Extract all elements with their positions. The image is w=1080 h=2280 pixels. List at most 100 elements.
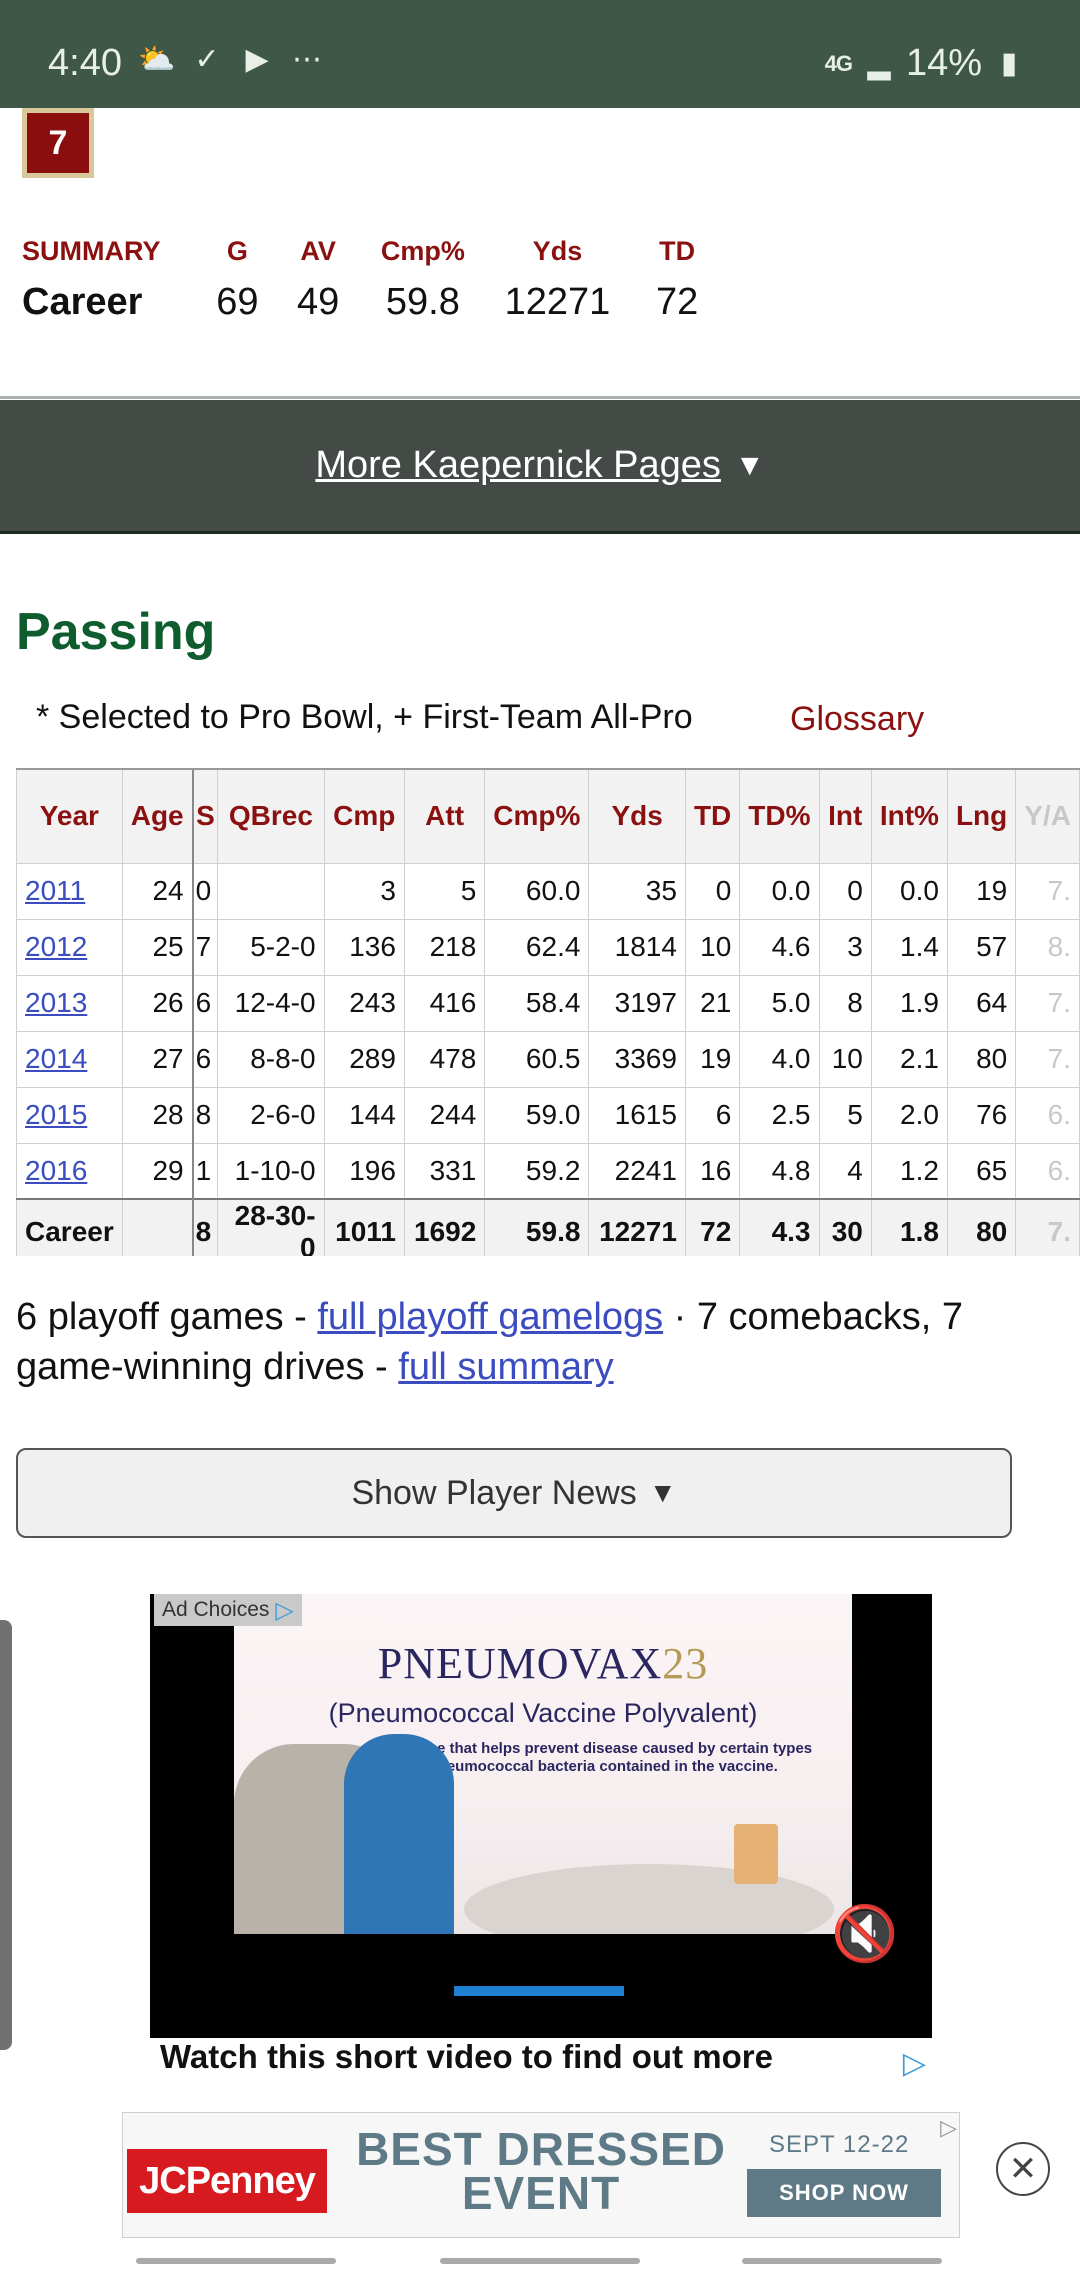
battery-percent: 14%: [905, 42, 982, 84]
column-header[interactable]: Year: [16, 768, 123, 864]
table-cell: 243: [323, 974, 405, 1032]
table-cell: 2.0: [870, 1086, 948, 1144]
career-summary: SUMMARY G AV Cmp% Yds TD Career 69 49 59…: [22, 236, 722, 324]
table-cell: 4.3: [739, 1198, 820, 1256]
table-cell: 289: [323, 1030, 405, 1088]
more-pages-link[interactable]: More Kaepernick Pages: [315, 444, 721, 486]
summary-value: 69: [216, 281, 259, 323]
summary-header: G: [226, 236, 248, 266]
table-cell: 28: [121, 1086, 194, 1144]
table-cell: 7.: [1015, 974, 1080, 1032]
scene-jar: [734, 1824, 778, 1884]
scene-nurse: [344, 1734, 454, 1934]
table-cell: 60.5: [484, 1030, 590, 1088]
ad-subtitle: (Pneumococcal Vaccine Polyvalent): [328, 1698, 758, 1728]
column-header[interactable]: Lng: [946, 768, 1017, 864]
table-cell: 8-8-0: [217, 1030, 325, 1088]
table-cell: 6.: [1015, 1086, 1080, 1144]
year-link[interactable]: 2014: [25, 1043, 88, 1074]
column-header[interactable]: TD: [684, 768, 741, 864]
table-cell: 2241: [588, 1142, 686, 1200]
nav-handle-center[interactable]: [440, 2258, 640, 2264]
year-link[interactable]: 2011: [25, 875, 86, 906]
table-cell: 19: [684, 1030, 741, 1088]
nav-handle-right[interactable]: [742, 2258, 942, 2264]
video-progress-bar[interactable]: [454, 1986, 624, 1996]
full-summary-link[interactable]: full summary: [398, 1346, 614, 1388]
column-header[interactable]: Y/A: [1015, 768, 1080, 864]
table-cell: 3197: [588, 974, 686, 1032]
summary-header: TD: [659, 236, 696, 266]
table-cell: 57: [946, 918, 1017, 976]
summary-value: Career: [22, 281, 143, 323]
table-cell: 5: [403, 862, 486, 920]
column-header[interactable]: Int%: [870, 768, 948, 864]
scene-table: [464, 1864, 834, 1934]
table-cell: 80: [946, 1198, 1017, 1256]
table-row: 2012 25 7 5-2-0 136 218 62.4 1814 10 4.6 3 1.4 57 8.: [16, 918, 1080, 976]
table-cell: 1692: [403, 1198, 486, 1256]
table-cell: 80: [946, 1030, 1017, 1088]
table-cell: 76: [946, 1086, 1017, 1144]
column-header[interactable]: Cmp: [323, 768, 405, 864]
video-ad[interactable]: PNEUMOVAX23 (Pneumococcal Vaccine Polyva…: [150, 1594, 932, 2038]
table-cell: 0: [684, 862, 741, 920]
edge-panel-handle[interactable]: [0, 1620, 12, 2050]
table-row: 2014 27 6 8-8-0 289 478 60.5 3369 19 4.0 10 2.1 80 7.: [16, 1030, 1080, 1088]
video-ad-caption-bar[interactable]: Watch this short video to find out more …: [150, 2038, 932, 2108]
column-header[interactable]: TD%: [739, 768, 820, 864]
playoff-gamelogs-link[interactable]: full playoff gamelogs: [317, 1296, 664, 1338]
table-cell: 8: [818, 974, 872, 1032]
status-right: 4G ▂ 14% ▮: [825, 42, 1026, 85]
column-header[interactable]: Age: [121, 768, 194, 864]
summary-value: 49: [297, 281, 340, 323]
table-cell: 26: [121, 974, 194, 1032]
table-cell: 1.4: [870, 918, 948, 976]
column-header[interactable]: QBrec: [217, 768, 325, 864]
column-header[interactable]: Int: [818, 768, 872, 864]
network-type: 4G: [824, 50, 853, 76]
table-cell: 19: [946, 862, 1017, 920]
ad-choices-icon[interactable]: ▷: [940, 2115, 957, 2140]
mute-icon[interactable]: 🔇: [831, 1903, 899, 1964]
more-pages-bar[interactable]: More Kaepernick Pages ▼: [0, 400, 1080, 534]
table-cell: 28-30-0: [217, 1198, 325, 1256]
pro-bowl-badge[interactable]: 7: [22, 108, 94, 178]
ad-choices[interactable]: Ad Choices ▷: [154, 1594, 302, 1626]
year-link[interactable]: 2015: [25, 1099, 88, 1130]
close-ad-icon[interactable]: ✕: [996, 2142, 1050, 2196]
table-cell: 16: [684, 1142, 741, 1200]
glossary-link[interactable]: Glossary: [790, 700, 925, 738]
table-cell: 1.2: [870, 1142, 948, 1200]
table-cell: 30: [818, 1198, 872, 1256]
column-header[interactable]: Att: [403, 768, 486, 864]
banner-ad[interactable]: JCPenney BEST DRESSED EVENT SEPT 12-22 S…: [122, 2112, 960, 2238]
playoff-middle: · 7 comebacks, 7 game-winning drives -: [16, 1296, 963, 1388]
video-ad-caption[interactable]: Watch this short video to find out more: [160, 2038, 773, 2075]
year-link[interactable]: 2012: [25, 931, 88, 962]
banner-headline: BEST DRESSED EVENT: [356, 2123, 726, 2219]
notification-icons: ⛅ ✓ ▶ ⋯: [138, 42, 324, 76]
table-cell: 4.6: [739, 918, 820, 976]
table-cell: 60.0: [484, 862, 590, 920]
table-row: 2013 26 6 12-4-0 243 416 58.4 3197 21 5.0 8 1.9 64 7.: [16, 974, 1080, 1032]
table-cell: 1011: [323, 1198, 405, 1256]
ad-choices-icon[interactable]: ▷: [902, 2047, 926, 2080]
column-header[interactable]: S: [191, 768, 219, 864]
table-cell: 5.0: [739, 974, 820, 1032]
table-cell: 12271: [588, 1198, 686, 1256]
passing-table-scroll[interactable]: Year Age S QBrec Cmp Att Cmp% Yds TD TD%…: [16, 768, 1080, 1256]
nav-handle-left[interactable]: [136, 2258, 336, 2264]
show-player-news-button[interactable]: Show Player News ▼: [16, 1448, 1012, 1538]
signal-icon: ▂: [867, 47, 891, 80]
table-row: 2015 28 8 2-6-0 144 244 59.0 1615 6 2.5 5 2.0 76 6.: [16, 1086, 1080, 1144]
year-link[interactable]: 2013: [25, 987, 88, 1018]
column-header[interactable]: Yds: [588, 768, 686, 864]
column-header[interactable]: Cmp%: [484, 768, 590, 864]
ad-brand-number: 23: [662, 1639, 709, 1688]
check-icon: ✓: [194, 42, 220, 76]
table-cell: 218: [403, 918, 486, 976]
year-link[interactable]: 2016: [25, 1154, 88, 1186]
video-frame[interactable]: PNEUMOVAX23 (Pneumococcal Vaccine Polyva…: [234, 1594, 852, 1934]
shop-now-button[interactable]: SHOP NOW: [747, 2169, 941, 2217]
